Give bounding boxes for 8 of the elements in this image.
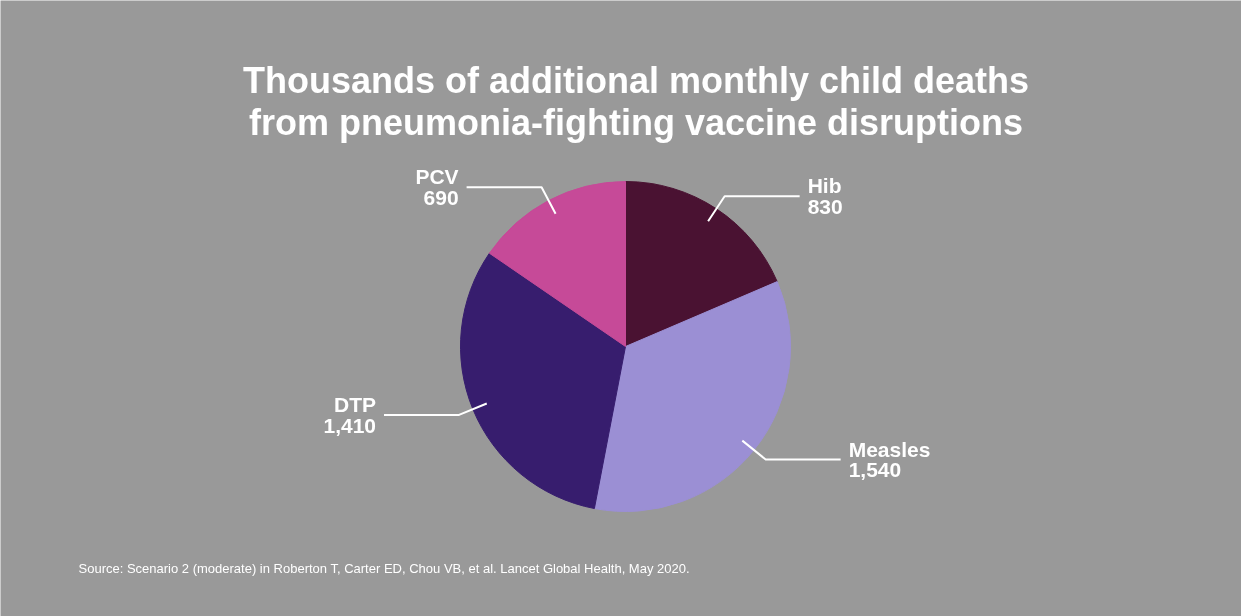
slice-label: Measles xyxy=(848,437,931,461)
data-label: 830 xyxy=(807,195,843,219)
chart-title: Thousands of additional monthly child deaths from pneumonia-fighting vaccine disruptions xyxy=(242,60,1030,143)
slice-label: PCV xyxy=(415,165,459,189)
data-label: 690 xyxy=(423,186,459,210)
source-note: Source: Scenario 2 (moderate) in Roberton T, Carter ED, Chou VB, et al. Lancet Global Health, May 2020. xyxy=(78,561,690,576)
slice-label: Hib xyxy=(807,174,842,198)
data-label: 1,540 xyxy=(848,458,902,482)
